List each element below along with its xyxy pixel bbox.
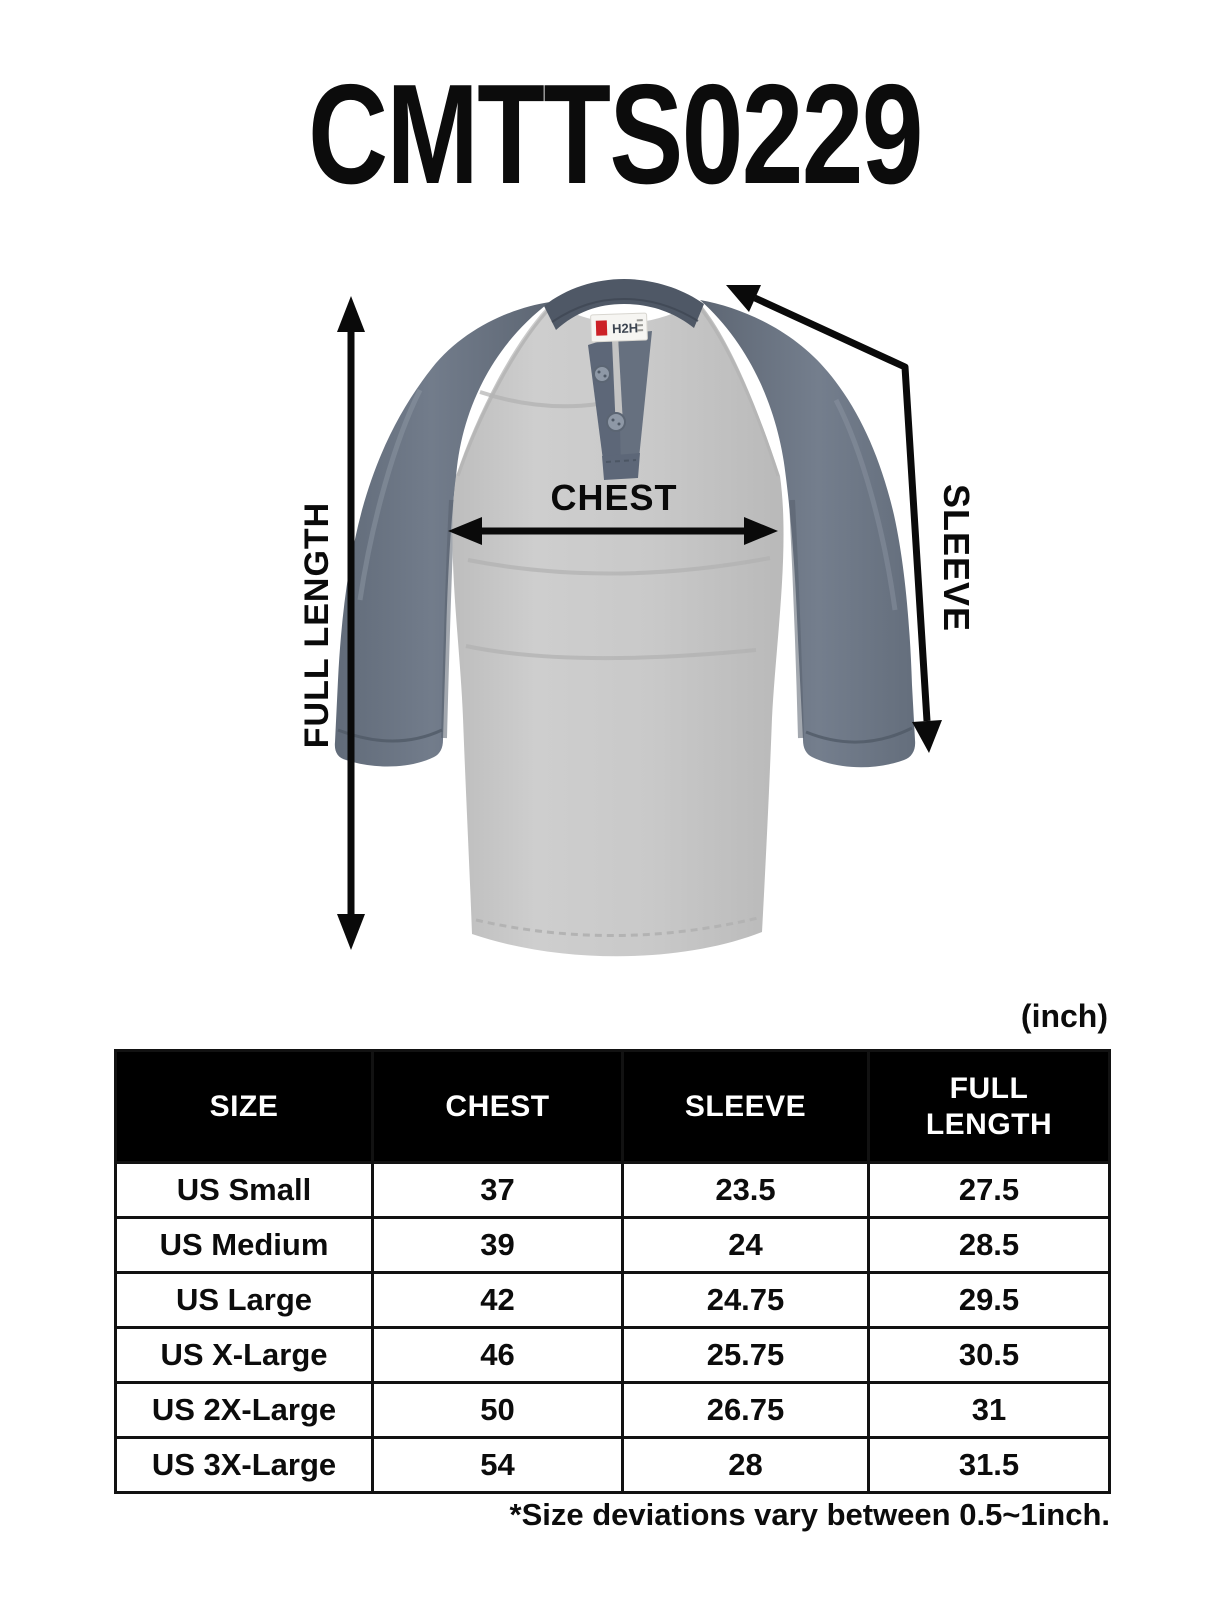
column-header-chest: CHEST [371, 1049, 624, 1164]
measurement-annotations: FULL LENGTH CHEST SLEEVE [298, 285, 977, 950]
right-sleeve-highlight [833, 398, 898, 611]
hem-stitch [475, 916, 759, 938]
neck-brand-label: H2H [590, 312, 648, 343]
shirt-right-sleeve [700, 300, 916, 768]
shirt-body [452, 301, 784, 957]
chest-arrow [448, 517, 778, 545]
shirt-illustration: H2H [334, 279, 916, 957]
product-code-title: CMTTS0229 [308, 55, 923, 214]
table-row: US X-Large 46 25.75 30.5 [114, 1326, 1111, 1384]
chest-label: CHEST [550, 477, 677, 518]
size-cell: US 2X-Large [114, 1381, 374, 1439]
right-cuff-stitch [805, 726, 913, 744]
measurement-cell: 30.5 [867, 1326, 1111, 1384]
measurement-cell: 39 [371, 1216, 624, 1274]
measurement-cell: 54 [371, 1436, 624, 1494]
size-table-header: SIZE CHEST SLEEVE FULL LENGTH [114, 1049, 1111, 1164]
measurement-cell: 46 [371, 1326, 624, 1384]
size-cell: US 3X-Large [114, 1436, 374, 1494]
full-length-label: FULL LENGTH [298, 502, 336, 748]
size-cell: US Medium [114, 1216, 374, 1274]
measurement-cell: 50 [371, 1381, 624, 1439]
table-row: US Large 42 24.75 29.5 [114, 1271, 1111, 1329]
raglan-seam-right [696, 304, 780, 477]
measurement-cell: 37 [371, 1161, 624, 1219]
table-row: US Small 37 23.5 27.5 [114, 1161, 1111, 1219]
full-length-arrow [337, 296, 365, 950]
measurement-cell: 26.75 [621, 1381, 870, 1439]
table-row: US 2X-Large 50 26.75 31 [114, 1381, 1111, 1439]
measurement-cell: 31.5 [867, 1436, 1111, 1494]
placket-button-1 [593, 365, 611, 383]
brand-label-text: H2H [612, 320, 639, 336]
column-header-sleeve: SLEEVE [621, 1049, 870, 1164]
measurement-cell: 24 [621, 1216, 870, 1274]
size-cell: US X-Large [114, 1326, 374, 1384]
size-cell: US Small [114, 1161, 374, 1219]
brand-logo-mark [595, 320, 608, 336]
size-deviation-footnote: *Size deviations vary between 0.5~1inch. [509, 1497, 1110, 1532]
left-sleeve-highlight [357, 388, 423, 601]
measurement-cell: 42 [371, 1271, 624, 1329]
shirt-left-sleeve [334, 302, 550, 767]
measurement-cell: 29.5 [867, 1271, 1111, 1329]
shirt-measurement-figure: H2H FULL LENGTH CHEST [298, 279, 977, 957]
table-row: US 3X-Large 54 28 31.5 [114, 1436, 1111, 1494]
sleeve-label: SLEEVE [936, 484, 977, 632]
placket-button-2 [606, 412, 626, 432]
measurement-cell: 27.5 [867, 1161, 1111, 1219]
measurement-cell: 31 [867, 1381, 1111, 1439]
table-row: US Medium 39 24 28.5 [114, 1216, 1111, 1274]
measurement-cell: 28.5 [867, 1216, 1111, 1274]
shirt-collar [544, 279, 704, 330]
measurement-cell: 23.5 [621, 1161, 870, 1219]
henley-placket [588, 331, 652, 480]
size-cell: US Large [114, 1271, 374, 1329]
size-table-body: US Small 37 23.5 27.5 US Medium 39 24 28.5 US La… [114, 1161, 1111, 1494]
size-table: SIZE CHEST SLEEVE FULL LENGTH US Small 37… [114, 1049, 1111, 1494]
right-sleeve-fold [789, 499, 804, 739]
sleeve-arrow [726, 285, 942, 753]
column-header-size: SIZE [114, 1049, 374, 1164]
column-header-full-length: FULL LENGTH [867, 1049, 1111, 1164]
measurement-cell: 28 [621, 1436, 870, 1494]
collar-stitch [551, 297, 699, 323]
raglan-seam-left [456, 305, 553, 477]
measurement-cell: 25.75 [621, 1326, 870, 1384]
unit-label: (inch) [1020, 998, 1108, 1034]
measurement-cell: 24.75 [621, 1271, 870, 1329]
